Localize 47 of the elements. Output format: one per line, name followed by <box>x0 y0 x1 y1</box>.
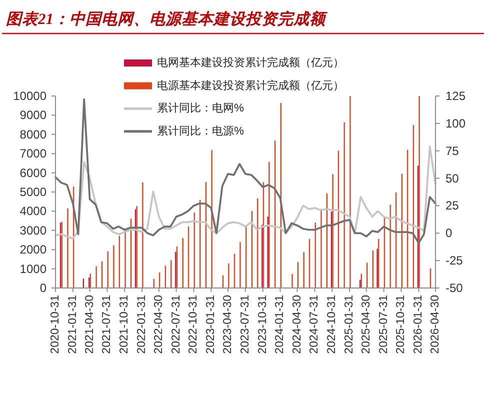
y-tick-label: 9000 <box>20 108 46 122</box>
x-tick-label: 2020-10-31 <box>50 295 62 354</box>
x-tick-label: 2024-07-31 <box>308 295 321 354</box>
x-tick-label: 2024-04-30 <box>291 295 304 354</box>
x-tick-label: 2021-01-31 <box>66 295 79 354</box>
y-tick-label: 10000 <box>13 89 46 103</box>
x-tick-label: 2025-07-31 <box>378 295 390 354</box>
legend-label: 累计同比：电网% <box>157 102 244 115</box>
x-tick-label: 2022-04-30 <box>152 295 165 354</box>
y-tick-label: 6000 <box>20 166 46 180</box>
y-tick-label: 1000 <box>20 262 46 276</box>
x-tick-label: 2026-04-30 <box>430 295 442 354</box>
y-tick-label: 8000 <box>20 127 46 142</box>
x-tick-label: 2025-04-30 <box>360 295 372 354</box>
y-tick-label: 4000 <box>20 204 46 218</box>
x-tick-label: 2023-01-31 <box>205 295 218 354</box>
x-tick-label: 2024-01-31 <box>274 295 286 354</box>
y2-tick-label: 50 <box>446 171 459 186</box>
y-tick-label: 0 <box>40 281 46 295</box>
y2-tick-label: 0 <box>446 226 452 240</box>
x-tick-label: 2023-10-31 <box>256 295 269 354</box>
x-tick-label: 2021-04-30 <box>84 295 96 354</box>
y2-tick-label: -25 <box>446 254 463 268</box>
legend-label: 累计同比：电源% <box>157 125 244 138</box>
x-tick-label: 2021-10-31 <box>118 295 131 354</box>
y-tick-label: 2000 <box>20 242 46 257</box>
x-tick-label: 2022-10-31 <box>188 295 200 354</box>
y2-tick-label: -50 <box>446 281 463 295</box>
x-tick-label: 2022-07-31 <box>170 295 182 354</box>
y2-tick-label: 100 <box>446 116 466 130</box>
legend-label: 电源基本建设投资累计完成额（亿元） <box>157 80 344 92</box>
y-tick-label: 3000 <box>20 223 46 238</box>
x-tick-label: 2021-07-31 <box>101 295 114 354</box>
y2-tick-label: 25 <box>446 198 459 213</box>
legend-label: 电网基本建设投资累计完成额（亿元） <box>157 57 344 69</box>
y-tick-label: 5000 <box>20 185 46 199</box>
y2-tick-label: 125 <box>446 89 466 103</box>
y2-tick-label: 75 <box>446 144 459 158</box>
title: 图表21：中国电网、电源基本建设投资完成额 <box>6 11 326 28</box>
x-tick-label: 2022-01-31 <box>136 295 148 354</box>
x-tick-label: 2026-01-31 <box>412 295 425 354</box>
x-tick-label: 2024-10-31 <box>326 295 338 354</box>
x-tick-label: 2025-01-31 <box>344 295 356 354</box>
x-tick-label: 2023-04-30 <box>222 295 234 354</box>
y-tick-label: 7000 <box>20 146 46 161</box>
x-tick-label: 2025-10-31 <box>395 295 408 354</box>
x-tick-label: 2023-07-31 <box>239 295 252 354</box>
